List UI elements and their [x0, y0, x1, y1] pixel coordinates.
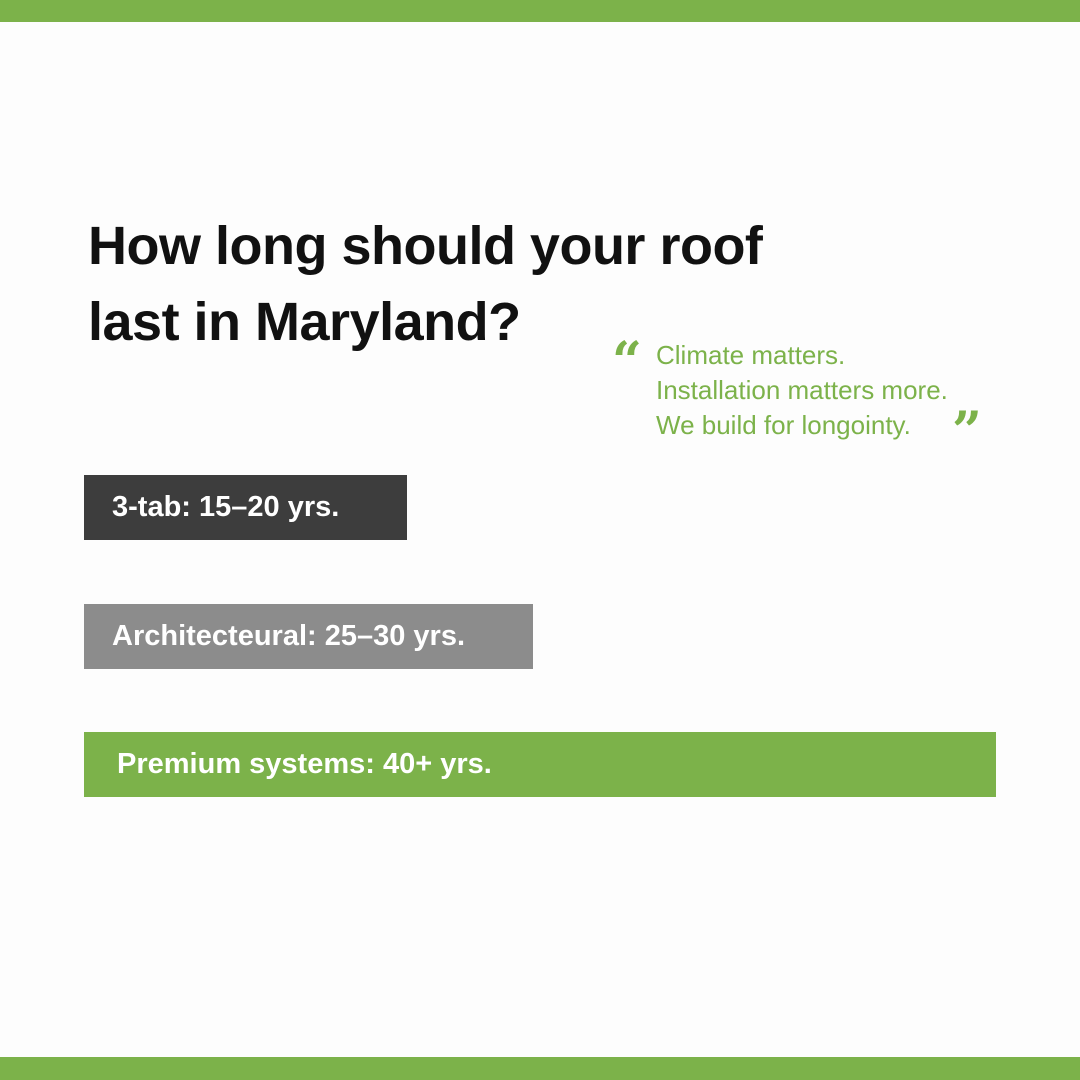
- open-quote: “: [612, 331, 642, 392]
- lifespan-bar: Architecteural: 25–30 yrs.: [84, 604, 533, 669]
- lifespan-bar: Premium systems: 40+ yrs.: [84, 732, 996, 797]
- top-band: [0, 0, 1080, 22]
- quote: Climate matters. Installation matters mo…: [656, 338, 948, 443]
- lifespan-bar: 3-tab: 15–20 yrs.: [84, 475, 407, 540]
- title-line: last in Maryland?: [88, 292, 521, 352]
- title-line: How long should your roof: [88, 216, 763, 276]
- bottom-band: [0, 1057, 1080, 1080]
- quote-line: Installation matters more.: [656, 375, 948, 405]
- title: How long should your roof last in Maryla…: [88, 208, 763, 360]
- quote-line: Climate matters.: [656, 340, 846, 370]
- close-quote: ”: [952, 401, 982, 462]
- quote-line: We build for longointy.: [656, 410, 911, 440]
